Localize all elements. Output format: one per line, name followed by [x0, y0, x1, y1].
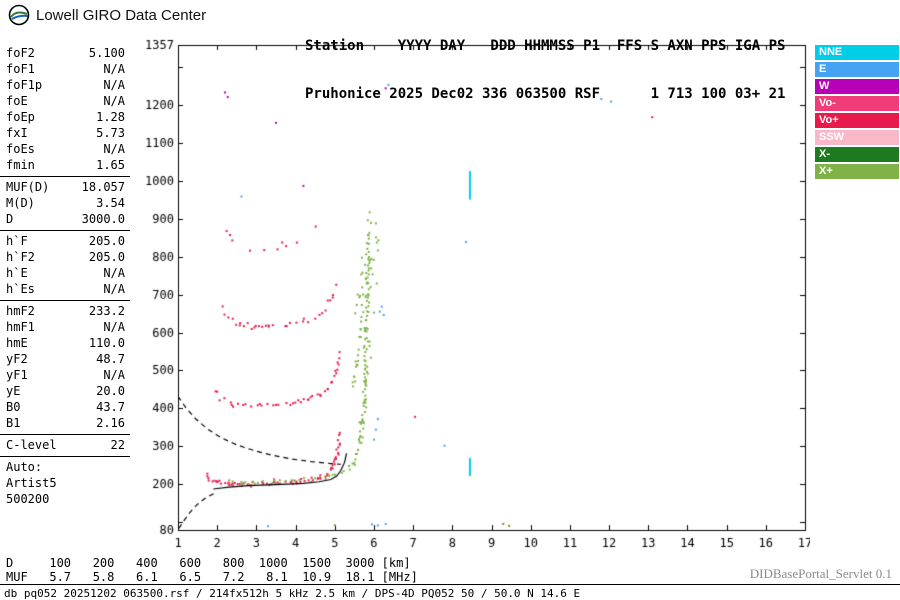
panel-divider: [0, 434, 130, 435]
param-value: N/A: [103, 282, 125, 296]
param-value: 18.057: [81, 180, 125, 194]
param-label: hmF2: [6, 304, 35, 318]
param-label: M(D): [6, 196, 35, 210]
param-label: fmin: [6, 158, 35, 172]
auto-info-line: Auto:: [6, 460, 43, 474]
param-fof1p: foF1p N/A: [0, 77, 130, 93]
legend-item-x-: X+: [815, 164, 899, 179]
param-label: foF2: [6, 46, 35, 60]
param-value: 2.16: [96, 416, 125, 430]
param-hmf2: hmF2 233.2: [0, 303, 130, 319]
param-value: N/A: [103, 368, 125, 382]
status-bar: db pq052 20251202 063500.rsf / 214fx512h…: [4, 587, 581, 600]
param-value: N/A: [103, 62, 125, 76]
legend-item-w: W: [815, 79, 899, 94]
param-label: B0: [6, 400, 21, 414]
ionogram-plot: [140, 38, 810, 554]
param-value: N/A: [103, 266, 125, 280]
auto-info-line: Artist5: [6, 476, 57, 490]
param-hf2: h`F2 205.0: [0, 249, 130, 265]
param-value: N/A: [103, 78, 125, 92]
param-label: fxI: [6, 126, 28, 140]
param-value: 205.0: [88, 250, 125, 264]
param-hes: h`Es N/A: [0, 281, 130, 297]
param-value: 1.28: [96, 110, 125, 124]
param-value: 3.54: [96, 196, 125, 210]
legend-item-e: E: [815, 62, 899, 77]
param-label: hmF1: [6, 320, 35, 334]
param-label: h`E: [6, 266, 28, 280]
panel-divider: [0, 300, 130, 301]
param-label: foF1p: [6, 78, 43, 92]
param-label: B1: [6, 416, 21, 430]
param-yf2: yF2 48.7: [0, 351, 130, 367]
param-mufd: MUF(D) 18.057: [0, 179, 130, 195]
param-label: foEs: [6, 142, 35, 156]
param-value: 110.0: [88, 336, 125, 350]
param-fmin: fmin 1.65: [0, 157, 130, 173]
param-label: foF1: [6, 62, 35, 76]
param-label: h`Es: [6, 282, 35, 296]
muf-distance-row: D 100 200 400 600 800 1000 1500 3000 [km…: [6, 556, 411, 570]
param-label: h`F2: [6, 250, 35, 264]
param-md: M(D) 3.54: [0, 195, 130, 211]
param-label: D: [6, 212, 14, 226]
param-b0: B0 43.7: [0, 399, 130, 415]
param-foep: foEp 1.28: [0, 109, 130, 125]
param-fof2: foF2 5.100: [0, 45, 130, 61]
giro-logo[interactable]: Lowell GIRO Data Center: [8, 4, 206, 26]
param-label: foEp: [6, 110, 35, 124]
param-label: yE: [6, 384, 21, 398]
param-d: D 3000.0: [0, 211, 130, 227]
logo-text: Lowell GIRO Data Center: [36, 6, 207, 24]
param-label: yF1: [6, 368, 28, 382]
echo-direction-legend: NNE E W Vo- Vo+ SSW X- X+: [815, 45, 899, 181]
param-value: 3000.0: [81, 212, 125, 226]
param-value: 43.7: [96, 400, 125, 414]
param-value: 22: [110, 438, 125, 452]
panel-divider: [0, 456, 130, 457]
param-hme: hmE 110.0: [0, 335, 130, 351]
param-foe: foE N/A: [0, 93, 130, 109]
param-label: yF2: [6, 352, 28, 366]
param-ye: yE 20.0: [0, 383, 130, 399]
param-hmf1: hmF1 N/A: [0, 319, 130, 335]
param-value: 5.73: [96, 126, 125, 140]
param-value: N/A: [103, 320, 125, 334]
param-yf1: yF1 N/A: [0, 367, 130, 383]
param-label: h`F: [6, 234, 28, 248]
param-value: 5.100: [88, 46, 125, 60]
param-value: N/A: [103, 142, 125, 156]
param-value: 205.0: [88, 234, 125, 248]
param-value: N/A: [103, 94, 125, 108]
giro-logo-icon: [8, 4, 30, 26]
legend-item-nne: NNE: [815, 45, 899, 60]
param-label: C-level: [6, 438, 57, 452]
param-foes: foEs N/A: [0, 141, 130, 157]
status-divider: [0, 584, 900, 585]
servlet-version: DIDBasePortal_Servlet 0.1: [749, 566, 892, 581]
param-fof1: foF1 N/A: [0, 61, 130, 77]
param-he: h`E N/A: [0, 265, 130, 281]
muf-values-row: MUF 5.7 5.8 6.1 6.5 7.2 8.1 10.9 18.1 [M…: [6, 570, 418, 584]
param-clevel: C-level 22: [0, 437, 130, 453]
legend-item-ssw: SSW: [815, 130, 899, 145]
panel-divider: [0, 176, 130, 177]
panel-divider: [0, 230, 130, 231]
param-label: foE: [6, 94, 28, 108]
legend-item-vo-: Vo+: [815, 113, 899, 128]
legend-item-x-: X-: [815, 147, 899, 162]
auto-info-line: 500200: [6, 492, 50, 506]
param-value: 20.0: [96, 384, 125, 398]
param-value: 1.65: [96, 158, 125, 172]
legend-item-vo-: Vo-: [815, 96, 899, 111]
param-hf: h`F 205.0: [0, 233, 130, 249]
param-b1: B1 2.16: [0, 415, 130, 431]
param-label: MUF(D): [6, 180, 50, 194]
param-label: hmE: [6, 336, 28, 350]
parameter-panel: foF2 5.100 foF1 N/A foF1p N/A foE N/A foEp 1.28 fx…: [0, 45, 130, 507]
param-fxi: fxI 5.73: [0, 125, 130, 141]
param-value: 48.7: [96, 352, 125, 366]
param-value: 233.2: [88, 304, 125, 318]
